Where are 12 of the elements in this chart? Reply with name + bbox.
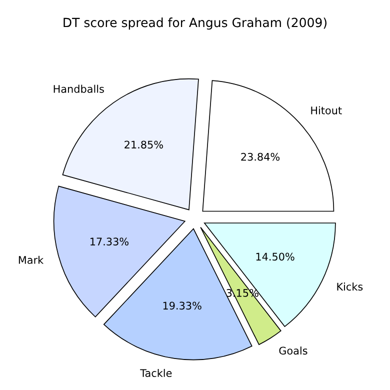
data-label: 23.84% <box>241 152 280 161</box>
chart-title: DT score spread for Angus Graham (2009) <box>64 18 326 30</box>
data-label: 14.50% <box>256 252 294 261</box>
slice-label: Kicks <box>337 282 363 291</box>
data-label: 17.33% <box>90 238 128 246</box>
slice-label: Goals <box>279 346 308 355</box>
slice-label: Hitout <box>311 106 342 114</box>
slice-label: Handballs <box>54 84 104 93</box>
slice-label: Mark <box>18 256 44 264</box>
slice-label: Tackle <box>140 368 172 378</box>
data-label: 21.85% <box>124 140 163 149</box>
data-label: 19.33% <box>163 302 202 310</box>
